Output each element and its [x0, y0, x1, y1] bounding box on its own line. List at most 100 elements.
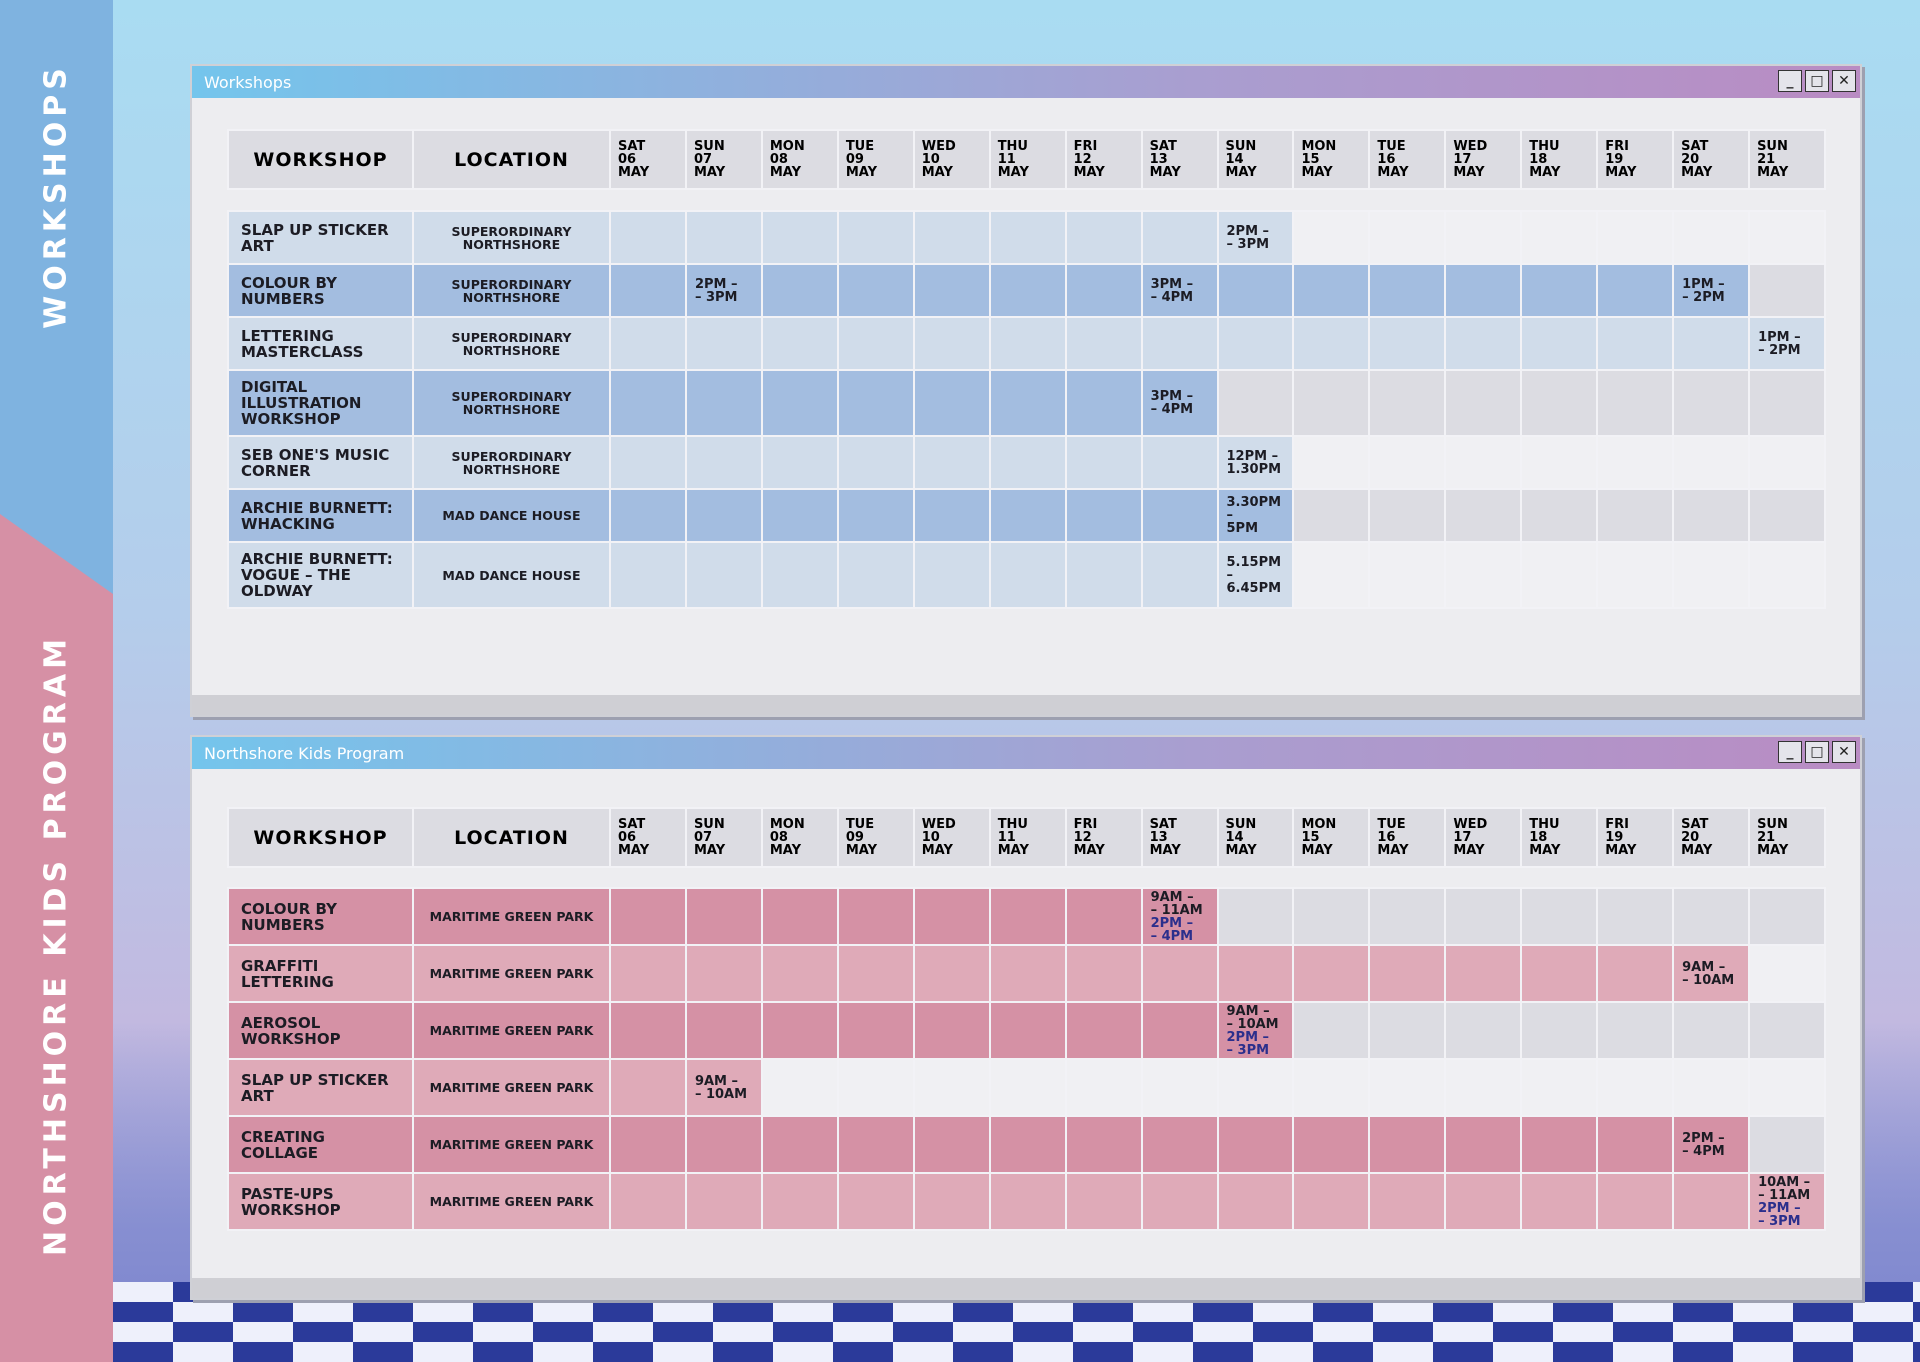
day-cell [760, 1001, 839, 1060]
day-header: MON 15 MAY [1292, 129, 1371, 190]
day-date: 06 [618, 830, 637, 845]
day-cell: 10AM – – 11AM 2PM – – 3PM [1748, 1172, 1826, 1231]
day-cell [760, 369, 839, 437]
time-slot: 3.30PM –5PM [1227, 496, 1289, 535]
day-cell [609, 1058, 687, 1117]
day-date: 14 [1225, 152, 1244, 167]
day-header: MON 08 MAY [760, 807, 839, 868]
day-cell [1444, 316, 1523, 371]
day-cell [1216, 316, 1295, 371]
day-header: SAT 06 MAY [609, 129, 687, 190]
day-cell: 3PM – – 4PM [1140, 369, 1219, 437]
day-cell [1520, 1115, 1599, 1174]
day-dow: THU [997, 817, 1028, 832]
day-dow: SUN [1225, 139, 1257, 154]
time-text: 2PM – [1226, 223, 1270, 239]
day-cell [684, 887, 763, 946]
day-cell [609, 944, 687, 1003]
day-cell [1520, 316, 1599, 371]
day-month: MAY [921, 165, 953, 180]
day-header: SUN 07 MAY [684, 807, 763, 868]
day-cell [760, 1058, 839, 1117]
time-slot: 2PM – – 3PM [1227, 225, 1289, 251]
time-text: 1PM – [1758, 329, 1801, 345]
sidebar [0, 0, 113, 1362]
day-cell [1596, 541, 1675, 609]
day-header: TUE 09 MAY [836, 129, 915, 190]
day-cell [1596, 1172, 1675, 1231]
day-header: SUN 21 MAY [1748, 129, 1826, 190]
day-dow: SUN [693, 817, 725, 832]
window-title: Northshore Kids Program [204, 744, 405, 763]
day-month: MAY [1301, 165, 1333, 180]
schedule-row: SLAP UP STICKER ART MARITIME GREEN PARK 9A… [227, 1058, 1826, 1117]
location: SUPERORDINARY NORTHSHORE [412, 263, 611, 318]
day-month: MAY [1757, 843, 1789, 858]
close-button[interactable]: ✕ [1832, 70, 1856, 92]
day-cell [1368, 1172, 1447, 1231]
day-cell [1444, 1001, 1523, 1060]
time-text: 5.15PM [1226, 554, 1282, 570]
day-cell [684, 1172, 763, 1231]
minimize-button[interactable]: _ [1778, 70, 1802, 92]
day-cell [1292, 210, 1371, 265]
day-date: 12 [1073, 152, 1092, 167]
schedule-row: COLOUR BY NUMBERS SUPERORDINARY NORTHSHOR… [227, 263, 1826, 318]
day-month: MAY [1453, 165, 1485, 180]
day-cell [1672, 1172, 1751, 1231]
status-bar [192, 1278, 1860, 1298]
day-cell [1140, 435, 1219, 490]
day-cell [1444, 541, 1523, 609]
title-bar: Workshops _ □ ✕ [192, 66, 1860, 98]
schedule-row: PASTE-UPS WORKSHOP MARITIME GREEN PARK 10A… [227, 1172, 1826, 1231]
day-cell [760, 944, 839, 1003]
day-cell [609, 210, 687, 265]
day-cell [609, 541, 687, 609]
day-cell [1140, 1172, 1219, 1231]
day-cell [912, 944, 991, 1003]
day-cell [1368, 541, 1447, 609]
day-cell [1140, 944, 1219, 1003]
day-dow: TUE [845, 139, 875, 154]
day-dow: FRI [1605, 139, 1629, 154]
day-header: FRI 12 MAY [1064, 129, 1143, 190]
day-cell [1216, 263, 1295, 318]
day-cell [1292, 1172, 1371, 1231]
minimize-button[interactable]: _ [1778, 741, 1802, 763]
day-header: SUN 14 MAY [1216, 129, 1295, 190]
day-cell [1140, 210, 1219, 265]
day-cell [1672, 369, 1751, 437]
day-dow: MON [1301, 139, 1337, 154]
maximize-button[interactable]: □ [1805, 70, 1829, 92]
day-date: 16 [1377, 830, 1396, 845]
time-slot: 10AM – – 11AM [1758, 1176, 1820, 1202]
day-cell [1140, 1001, 1219, 1060]
day-cell [1444, 887, 1523, 946]
day-month: MAY [1529, 165, 1561, 180]
header-table: WORKSHOP LOCATION SAT 06 MAY SUN 07 MAY MON 08 MAY… [227, 807, 1826, 868]
time-slot: 2PM – – 4PM [1682, 1132, 1744, 1158]
workshop-name: PASTE-UPS WORKSHOP [227, 1172, 414, 1231]
day-cell [912, 1001, 991, 1060]
day-cell [1748, 210, 1826, 265]
day-cell [1748, 369, 1826, 437]
location: MARITIME GREEN PARK [412, 1172, 611, 1231]
location: MARITIME GREEN PARK [412, 944, 611, 1003]
day-cell [760, 263, 839, 318]
day-header: WED 17 MAY [1444, 129, 1523, 190]
day-cell [609, 1115, 687, 1174]
close-button[interactable]: ✕ [1832, 741, 1856, 763]
time-text: 1.30PM [1226, 461, 1282, 477]
maximize-button[interactable]: □ [1805, 741, 1829, 763]
day-dow: SUN [1225, 817, 1257, 832]
day-cell [1216, 944, 1295, 1003]
day-dow: SUN [1757, 817, 1788, 832]
day-dow: THU [1529, 139, 1560, 154]
time-text: 5PM [1226, 521, 1259, 536]
day-cell [836, 1058, 915, 1117]
day-cell [1444, 488, 1523, 543]
day-month: MAY [693, 165, 726, 180]
time-text: – 11AM [1758, 1187, 1811, 1203]
day-cell [1520, 1001, 1599, 1060]
location: SUPERORDINARY NORTHSHORE [412, 210, 611, 265]
